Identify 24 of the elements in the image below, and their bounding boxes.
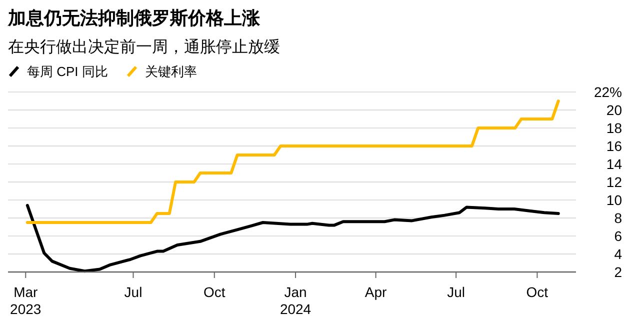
y-tick-label: 14 xyxy=(606,156,622,172)
x-tick-label: Jul xyxy=(124,284,142,300)
y-tick-label: 22% xyxy=(594,84,622,100)
legend-label: 关键利率 xyxy=(145,64,197,79)
x-tick-label: Mar 2023 xyxy=(10,284,42,317)
y-tick-label: 18 xyxy=(606,120,622,136)
y-tick-label: 6 xyxy=(614,228,622,244)
legend-label: 每周 CPI 同比 xyxy=(27,64,108,79)
chart-title: 加息仍无法抑制俄罗斯价格上涨 xyxy=(7,8,261,28)
y-tick-label: 8 xyxy=(614,210,622,226)
line-series xyxy=(26,100,560,224)
y-tick-label: 16 xyxy=(606,138,622,154)
x-tick-label: Oct xyxy=(203,284,226,300)
y-tick-label: 20 xyxy=(606,102,622,118)
y-tick-label: 10 xyxy=(606,192,622,208)
line-series xyxy=(26,204,560,273)
x-tick-label: Apr xyxy=(364,284,388,300)
y-tick-label: 2 xyxy=(614,264,622,280)
y-tick-label: 12 xyxy=(606,174,622,190)
x-tick-label: Jul xyxy=(447,284,466,300)
x-tick-label: Jan 2024 xyxy=(280,284,312,317)
chart-subtitle: 在央行做出决定前一周，通胀停止放缓 xyxy=(8,38,280,56)
y-tick-label: 4 xyxy=(614,246,622,262)
x-tick-label: Oct xyxy=(526,284,548,300)
